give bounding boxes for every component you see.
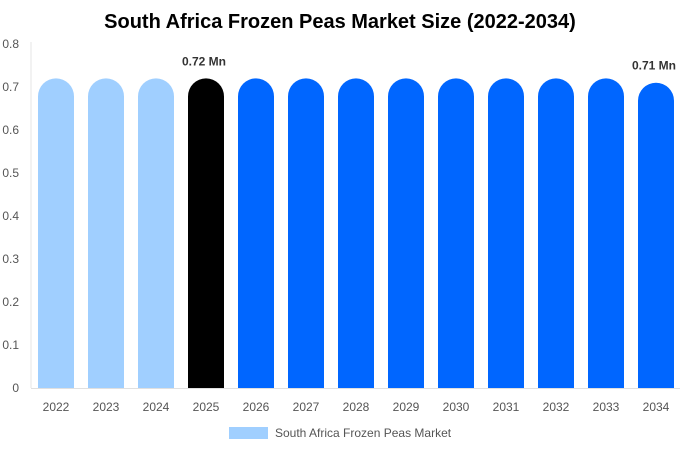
x-tick-label: 2026	[243, 400, 270, 414]
data-labels-group: 0.72 Mn 0.71 Mn	[182, 54, 676, 72]
y-tick-label: 0.3	[2, 252, 19, 266]
legend-swatch	[229, 427, 268, 439]
x-tick-label: 2032	[543, 400, 570, 414]
bar-2034[interactable]	[638, 82, 674, 388]
x-tick-label: 2024	[143, 400, 170, 414]
bar-2031[interactable]	[488, 78, 524, 389]
y-tick-label: 0.4	[2, 209, 19, 223]
y-tick-label: 0.8	[2, 37, 19, 51]
x-tick-label: 2034	[643, 400, 670, 414]
bar-2028[interactable]	[338, 78, 374, 389]
bars-group	[38, 78, 674, 389]
bar-2023[interactable]	[88, 78, 124, 389]
data-label: 0.71 Mn	[632, 59, 676, 73]
bar-2022[interactable]	[38, 78, 74, 389]
x-axis: 2022 2023 2024 2025 2026 2027 2028 2029 2030 2031…	[31, 388, 680, 414]
bar-2033[interactable]	[588, 78, 624, 389]
bar-2030[interactable]	[438, 78, 474, 389]
x-tick-label: 2029	[393, 400, 420, 414]
y-tick-label: 0	[12, 381, 19, 395]
x-tick-label: 2023	[93, 400, 120, 414]
x-tick-label: 2028	[343, 400, 370, 414]
bar-2027[interactable]	[288, 78, 324, 389]
x-tick-label: 2030	[443, 400, 470, 414]
bar-2032[interactable]	[538, 78, 574, 389]
y-tick-label: 0.2	[2, 295, 19, 309]
x-tick-label: 2025	[193, 400, 220, 414]
bar-2026[interactable]	[238, 78, 274, 389]
legend[interactable]: South Africa Frozen Peas Market	[229, 426, 452, 440]
chart-title: South Africa Frozen Peas Market Size (20…	[104, 11, 576, 33]
bar-2024[interactable]	[138, 78, 174, 389]
y-tick-label: 0.7	[2, 80, 19, 94]
x-tick-label: 2022	[43, 400, 70, 414]
y-tick-label: 0.1	[2, 338, 19, 352]
y-tick-label: 0.6	[2, 123, 19, 137]
y-tick-label: 0.5	[2, 166, 19, 180]
y-axis: 0 0.1 0.2 0.3 0.4 0.5 0.6 0.7 0.8	[2, 37, 32, 395]
x-tick-label: 2033	[593, 400, 620, 414]
bar-2025[interactable]	[188, 78, 224, 389]
legend-label: South Africa Frozen Peas Market	[275, 426, 452, 440]
x-tick-label: 2031	[493, 400, 520, 414]
bar-2029[interactable]	[388, 78, 424, 389]
data-label: 0.72 Mn	[182, 54, 226, 68]
x-tick-label: 2027	[293, 400, 320, 414]
